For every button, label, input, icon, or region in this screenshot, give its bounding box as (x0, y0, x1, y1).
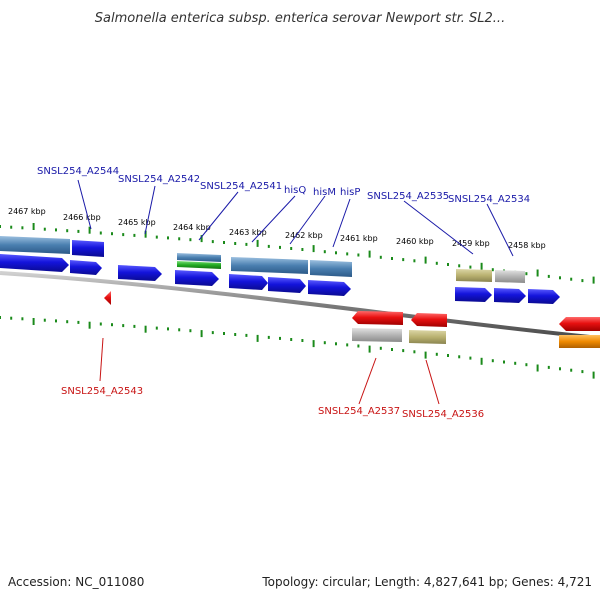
forward-gene-arrow[interactable] (229, 274, 268, 290)
forward-gene-arrow[interactable] (70, 260, 102, 275)
gene-callout-lines (77, 179, 514, 405)
feature-block-steelblue[interactable] (310, 260, 352, 277)
feature-block-orange[interactable] (559, 335, 600, 348)
feature-block-steelblue[interactable] (231, 257, 308, 274)
feature-track-outer (0, 236, 525, 283)
kbp-label: 2465 kbp (118, 218, 156, 227)
gene-label[interactable]: SNSL254_A2543 (61, 386, 143, 397)
outer-tick-ring (0, 223, 595, 284)
feature-block-steelblue[interactable] (177, 253, 221, 262)
feature-block-gray[interactable] (495, 270, 525, 283)
kbp-label: 2464 kbp (173, 223, 211, 232)
kbp-label: 2458 kbp (508, 241, 546, 250)
kbp-label: 2461 kbp (340, 234, 378, 243)
kbp-label: 2463 kbp (229, 228, 267, 237)
feature-block-olive[interactable] (456, 269, 492, 282)
forward-gene-arrow[interactable] (494, 288, 526, 303)
forward-gene-arrow[interactable] (268, 277, 306, 293)
kbp-label: 2459 kbp (452, 239, 490, 248)
forward-gene-arrow[interactable] (0, 254, 69, 272)
callout-line (403, 200, 474, 255)
reverse-gene-arrow[interactable] (411, 313, 447, 327)
gene-label[interactable]: SNSL254_A2534 (448, 194, 530, 205)
gene-label[interactable]: SNSL254_A2537 (318, 406, 400, 417)
callout-line (486, 203, 514, 257)
map-title: Salmonella enterica subsp. enterica sero… (95, 11, 505, 26)
feature-block-blue[interactable] (72, 240, 104, 257)
forward-gene-arrow[interactable] (175, 270, 219, 286)
forward-gene-arrow[interactable] (455, 287, 492, 302)
callout-line (144, 185, 156, 235)
kbp-label: 2467 kbp (8, 207, 46, 216)
callout-line (99, 337, 104, 382)
callout-line (77, 179, 92, 230)
feature-track-inner (352, 328, 600, 348)
forward-gene-arrow[interactable] (308, 280, 351, 296)
callout-line (198, 191, 239, 241)
feature-block-olive[interactable] (409, 330, 446, 344)
feature-block-green[interactable] (177, 261, 221, 269)
kbp-scale-labels: 2467 kbp 2466 kbp 2465 kbp 2464 kbp 2463… (8, 207, 546, 250)
feature-block-gray[interactable] (352, 328, 402, 342)
accession-text: Accession: NC_011080 (8, 575, 144, 589)
gene-label[interactable]: SNSL254_A2544 (37, 166, 119, 177)
gene-label[interactable]: hisM (313, 187, 336, 198)
callout-line (425, 359, 440, 405)
kbp-label: 2462 kbp (285, 231, 323, 240)
kbp-label: 2466 kbp (63, 213, 101, 222)
reverse-gene-arrow[interactable] (559, 317, 600, 331)
feature-block-steelblue[interactable] (0, 236, 70, 254)
genome-backbone (0, 271, 600, 340)
callout-line (332, 198, 351, 248)
forward-gene-arrow[interactable] (528, 289, 560, 304)
gene-label[interactable]: SNSL254_A2535 (367, 191, 449, 202)
gene-label[interactable]: hisQ (284, 185, 306, 196)
gene-label[interactable]: hisP (340, 187, 360, 198)
callout-line (358, 357, 377, 405)
reverse-gene-arrow[interactable] (352, 311, 403, 325)
reverse-gene-arrow[interactable] (104, 291, 111, 305)
inner-tick-ring (0, 316, 595, 379)
reverse-gene-labels: SNSL254_A2543 SNSL254_A2537 SNSL254_A253… (61, 386, 484, 420)
callout-line (251, 195, 296, 243)
forward-gene-arrow[interactable] (118, 265, 162, 281)
forward-strand-genes (0, 254, 560, 304)
kbp-label: 2460 kbp (396, 237, 434, 246)
callout-line (289, 195, 326, 245)
forward-gene-labels: SNSL254_A2544 SNSL254_A2542 SNSL254_A254… (37, 166, 530, 205)
gene-label[interactable]: SNSL254_A2536 (402, 409, 484, 420)
reverse-strand-genes (104, 291, 600, 331)
topology-text: Topology: circular; Length: 4,827,641 bp… (261, 575, 592, 589)
gene-label[interactable]: SNSL254_A2542 (118, 174, 200, 185)
gene-label[interactable]: SNSL254_A2541 (200, 181, 282, 192)
